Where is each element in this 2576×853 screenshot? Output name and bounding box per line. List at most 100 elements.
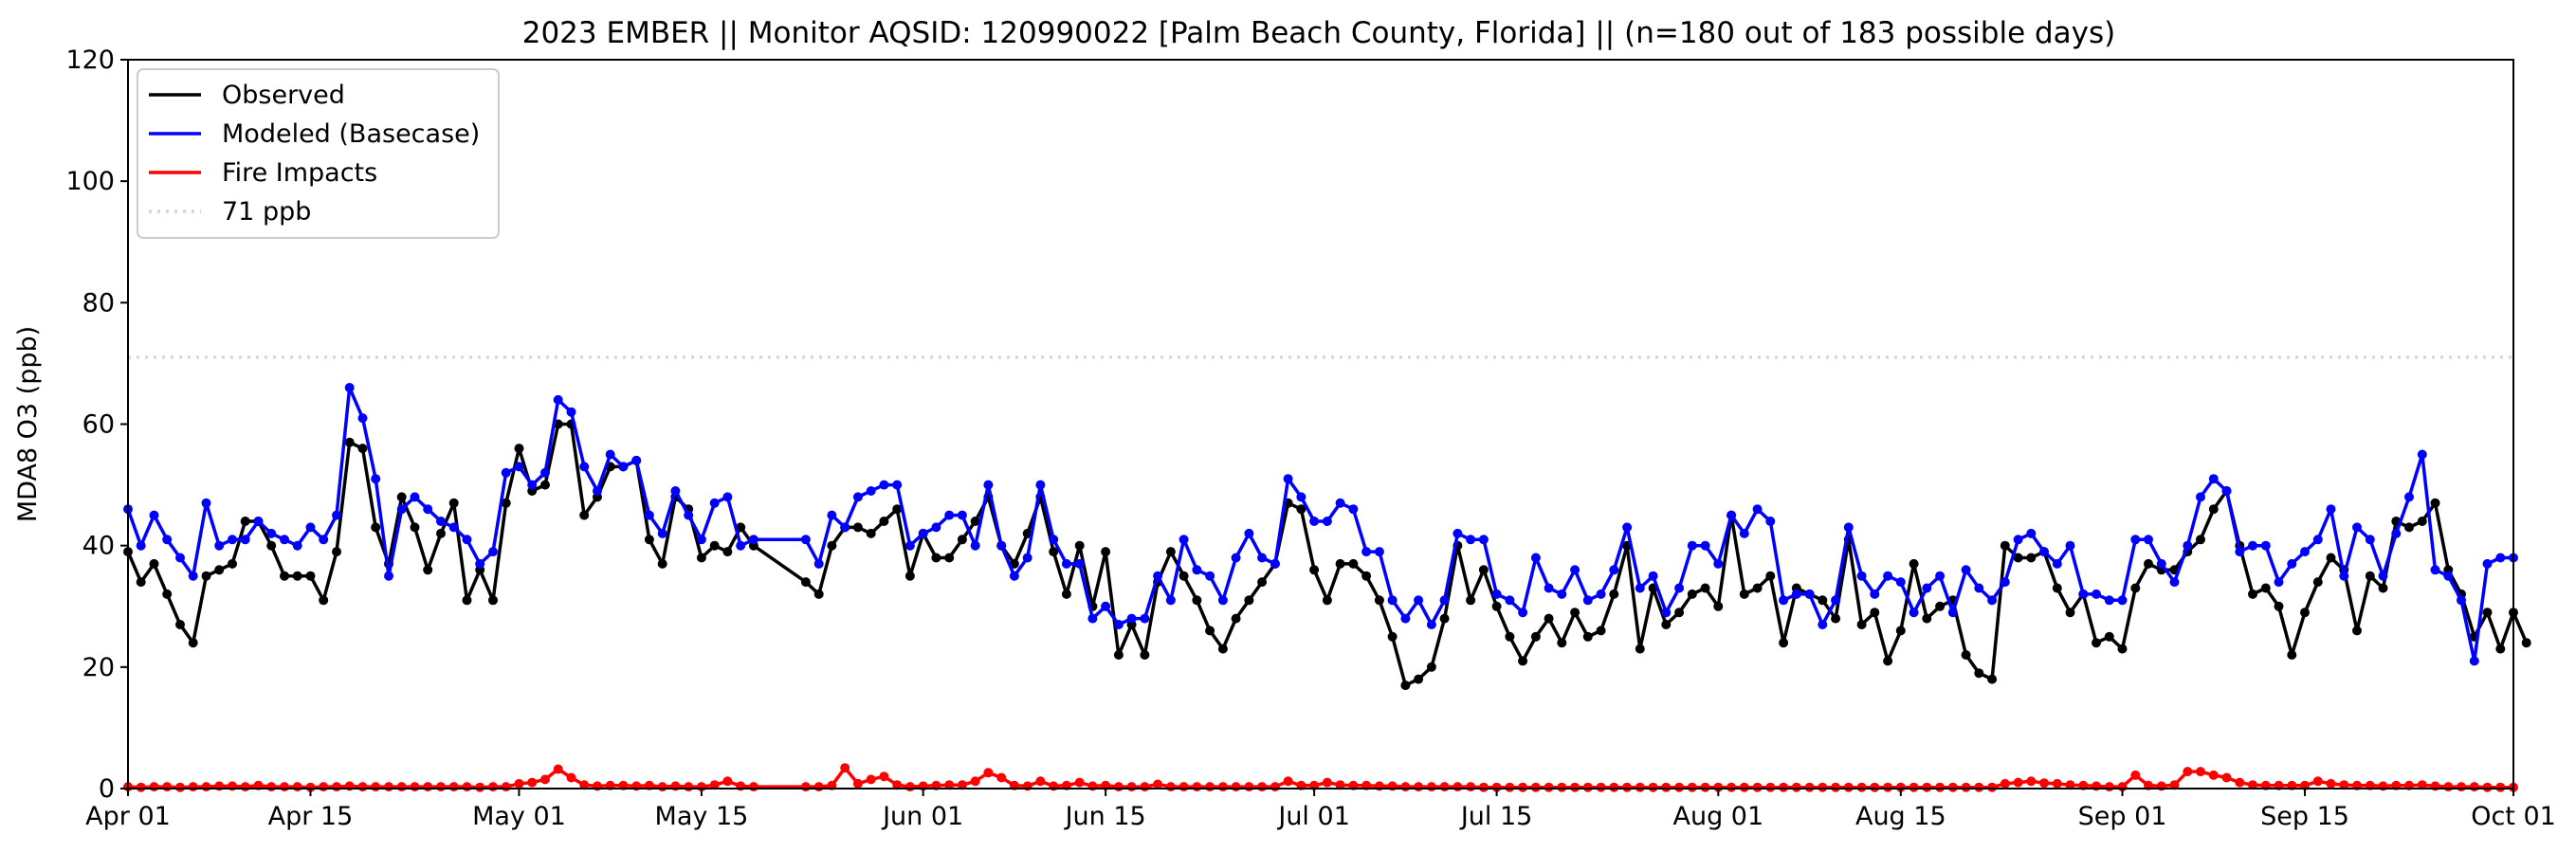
data-point-modeled-basecase	[357, 413, 368, 424]
data-point-modeled-basecase	[1856, 571, 1867, 581]
data-point-modeled-basecase	[1895, 577, 1906, 588]
data-point-observed	[2130, 583, 2141, 593]
data-point-fire-impacts	[2104, 782, 2114, 792]
data-point-modeled-basecase	[1779, 595, 1789, 606]
data-point-fire-impacts	[2235, 777, 2245, 788]
data-point-fire-impacts	[1113, 782, 1124, 792]
data-point-observed	[1309, 565, 1320, 575]
data-point-fire-impacts	[2052, 778, 2062, 789]
data-point-observed	[280, 571, 289, 581]
data-point-modeled-basecase	[540, 467, 550, 478]
data-point-modeled-basecase	[2391, 528, 2402, 538]
data-point-modeled-basecase	[918, 528, 928, 538]
data-point-modeled-basecase	[1101, 601, 1111, 611]
data-point-modeled-basecase	[1557, 589, 1567, 599]
data-point-fire-impacts	[501, 782, 511, 792]
x-axis: Apr 01 Apr 15 May 01 May 15 Jun 01 Jun 15 Jul …	[85, 789, 2556, 831]
data-point-observed	[371, 522, 381, 533]
data-point-fire-impacts	[2196, 767, 2205, 777]
data-point-observed	[1348, 558, 1359, 569]
data-point-fire-impacts	[1217, 782, 1228, 792]
data-point-observed	[1257, 577, 1268, 588]
data-point-observed	[214, 565, 225, 575]
data-point-observed	[1205, 626, 1215, 636]
data-point-modeled-basecase	[1883, 571, 1893, 581]
data-point-modeled-basecase	[957, 510, 967, 520]
data-point-fire-impacts	[1283, 776, 1293, 787]
data-point-modeled-basecase	[1192, 565, 1202, 575]
data-point-modeled-basecase	[1922, 583, 1932, 593]
data-point-observed	[892, 504, 903, 515]
data-point-modeled-basecase	[514, 462, 524, 472]
data-point-modeled-basecase	[396, 504, 407, 515]
data-point-modeled-basecase	[1831, 595, 1841, 606]
data-point-modeled-basecase	[1478, 535, 1489, 545]
data-point-modeled-basecase	[2235, 547, 2245, 557]
data-point-fire-impacts	[332, 782, 341, 792]
data-point-modeled-basecase	[1022, 553, 1032, 563]
data-point-fire-impacts	[1831, 782, 1841, 792]
data-point-observed	[514, 444, 524, 454]
data-point-fire-impacts	[149, 782, 159, 792]
x-tick-label: May 01	[472, 802, 566, 831]
x-tick-label: May 15	[655, 802, 749, 831]
data-point-modeled-basecase	[136, 540, 146, 551]
data-point-modeled-basecase	[1270, 558, 1280, 569]
data-point-observed	[228, 558, 237, 569]
data-point-fire-impacts	[1140, 782, 1150, 792]
data-point-modeled-basecase	[423, 504, 433, 515]
data-point-modeled-basecase	[2326, 504, 2336, 515]
data-point-observed	[1922, 613, 1932, 624]
data-point-modeled-basecase	[1165, 595, 1176, 606]
data-point-fire-impacts	[800, 782, 811, 792]
data-point-modeled-basecase	[1309, 517, 1320, 526]
data-point-observed	[879, 517, 889, 526]
data-point-fire-impacts	[1909, 782, 1919, 792]
data-point-fire-impacts	[475, 782, 485, 792]
data-point-modeled-basecase	[1074, 558, 1085, 569]
x-tick-label: Sep 01	[2078, 802, 2167, 831]
data-point-fire-impacts	[527, 777, 538, 788]
data-point-observed	[1244, 595, 1254, 606]
data-point-fire-impacts	[2495, 782, 2506, 792]
data-point-fire-impacts	[1648, 782, 1658, 792]
data-point-modeled-basecase	[553, 394, 563, 405]
data-point-modeled-basecase	[1257, 553, 1268, 563]
data-point-modeled-basecase	[1713, 558, 1724, 569]
data-point-observed	[1296, 504, 1306, 515]
data-point-observed	[1439, 613, 1450, 624]
data-point-fire-impacts	[1596, 782, 1606, 792]
series-modeled-basecase	[123, 383, 2518, 666]
data-point-observed	[1713, 601, 1724, 611]
data-point-fire-impacts	[488, 782, 498, 792]
data-point-observed	[1700, 583, 1710, 593]
data-point-observed	[1674, 608, 1685, 618]
data-point-fire-impacts	[1922, 782, 1932, 792]
data-point-observed	[1557, 638, 1567, 648]
data-point-modeled-basecase	[2039, 547, 2049, 557]
data-point-observed	[2026, 553, 2037, 563]
data-point-observed	[175, 620, 185, 629]
data-point-modeled-basecase	[1622, 522, 1633, 533]
data-point-fire-impacts	[852, 778, 863, 789]
data-point-modeled-basecase	[2260, 540, 2271, 551]
data-point-modeled-basecase	[488, 547, 498, 557]
data-point-fire-impacts	[970, 776, 980, 787]
data-point-fire-impacts	[1883, 782, 1893, 792]
data-point-fire-impacts	[1635, 782, 1645, 792]
data-point-fire-impacts	[1530, 782, 1541, 792]
data-point-observed	[1518, 656, 1528, 666]
data-point-modeled-basecase	[800, 535, 811, 545]
data-point-observed	[2260, 583, 2271, 593]
data-point-observed	[1831, 613, 1841, 624]
data-point-modeled-basecase	[736, 540, 746, 551]
data-point-fire-impacts	[2417, 780, 2427, 790]
data-point-fire-impacts	[1947, 782, 1958, 792]
data-point-fire-impacts	[2312, 776, 2323, 787]
data-point-fire-impacts	[2221, 772, 2232, 783]
data-point-observed	[1387, 631, 1398, 642]
data-point-observed	[540, 480, 550, 490]
data-point-observed	[136, 577, 146, 588]
data-point-observed	[1231, 613, 1241, 624]
data-point-modeled-basecase	[475, 558, 485, 569]
